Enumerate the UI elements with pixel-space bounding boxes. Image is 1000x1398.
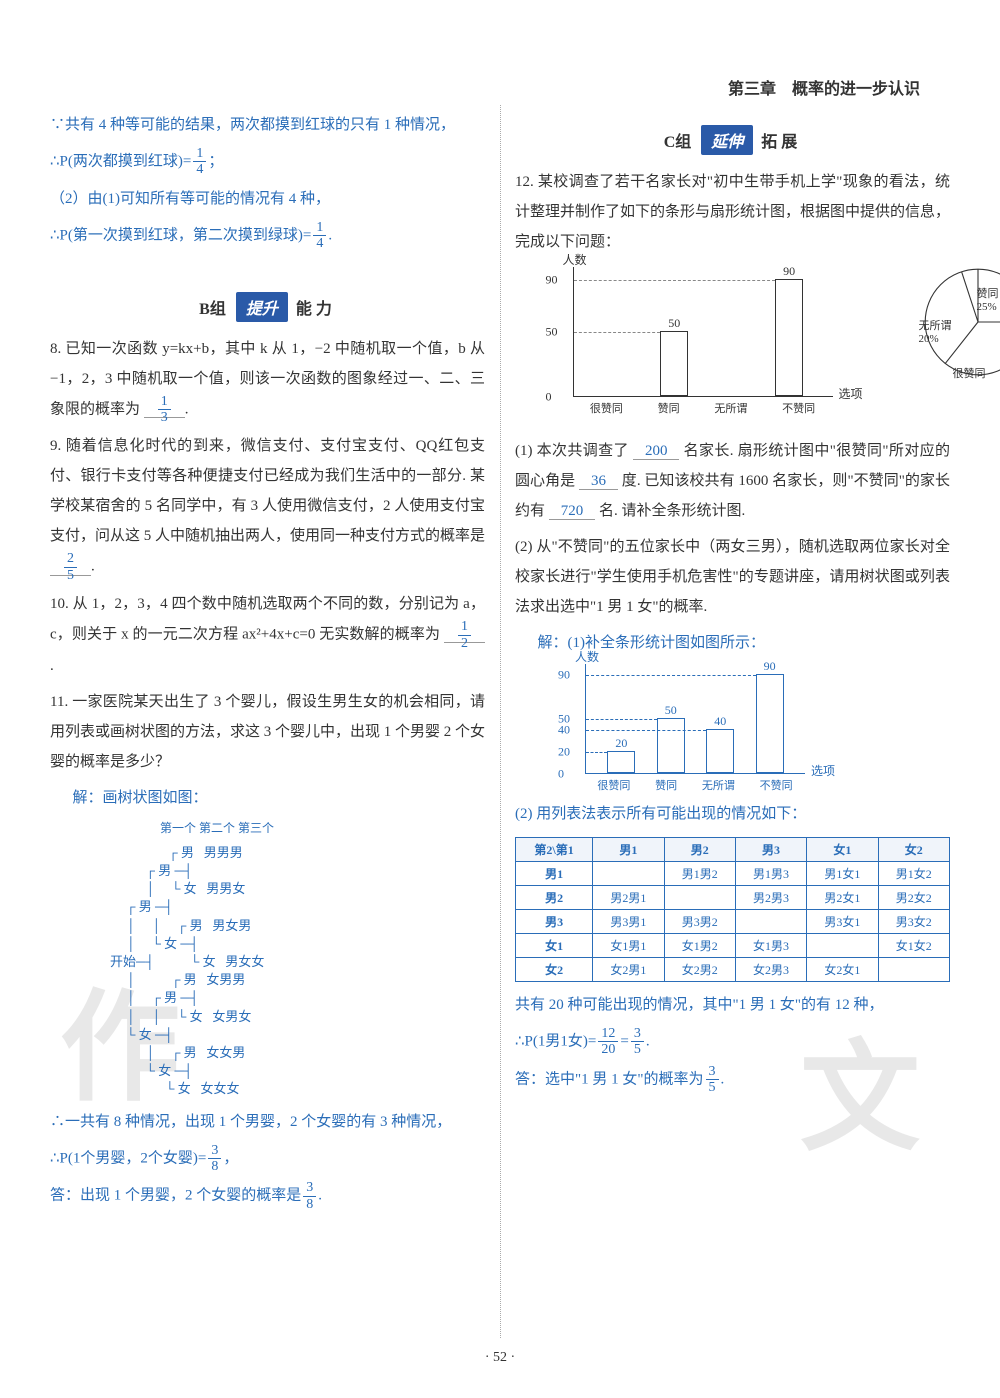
chapter-title: 概率的进一步认识	[792, 81, 920, 98]
combo-table-wrap: 第2\第1男1男2男3女1女2男1男1男2男1男3男1女1男1女2男2男2男1男…	[515, 837, 950, 982]
chapter-num: 第三章	[728, 81, 776, 98]
chart1-ylabel: 人数	[563, 251, 587, 268]
q11-text: 11. 一家医院某天出生了 3 个婴儿，假设生男生女的机会相同，请用列表或画树状…	[50, 687, 485, 777]
q12-conc3: 答：选中"1 男 1 女"的概率为35.	[515, 1064, 950, 1096]
ans-720: 720	[549, 503, 596, 520]
chart1-xlabel: 选项	[838, 385, 862, 402]
section-b-header: B组 提升 能力	[50, 292, 485, 322]
q11-sol-label: 解：画树状图如图：	[50, 783, 485, 813]
intro-line-1: ∵共有 4 种等可能的结果，两次都摸到红球的只有 1 种情况，	[50, 110, 485, 140]
chart1-xlabels: 很赞同赞同无所谓不赞同	[573, 400, 833, 416]
section-c-label: C组	[664, 134, 692, 151]
q12-text: 12. 某校调查了若干名家长对"初中生带手机上学"现象的看法，统计整理并制作了如…	[515, 167, 950, 257]
combo-table: 第2\第1男1男2男3女1女2男1男1男2男1男3男1女1男1女2男2男2男1男…	[515, 837, 950, 982]
column-divider	[500, 105, 501, 1338]
chart2-ylabel: 人数	[575, 648, 599, 665]
q11-conc3: 答：出现 1 个男婴，2 个女婴的概率是38.	[50, 1180, 485, 1212]
tree-diagram: ┌ 男 男男男 ┌ 男 ─┤ │ └ 女 男男女 ┌ 男 ─┤ │ │ ┌ 男 …	[110, 844, 485, 1099]
chart2-bars: 选项 02040509020504090	[585, 664, 805, 774]
ans-200: 200	[633, 443, 680, 460]
q8: 8. 已知一次函数 y=kx+b，其中 k 从 1，−2 中随机取一个值，b 从…	[50, 334, 485, 426]
chart2-xlabels: 很赞同赞同无所谓不赞同	[585, 777, 805, 793]
pie-label-1: 赞同25%	[977, 285, 999, 313]
ans-36: 36	[579, 473, 618, 490]
section-c-suffix: 拓展	[761, 134, 801, 151]
intro-line-3: （2）由(1)可知所有等可能的情况有 4 种，	[50, 184, 485, 214]
q12-chart-1: 人数 选项 050905090 很赞同赞同无所谓不赞同 赞同25% 不赞同 很赞…	[543, 267, 923, 416]
q12-chart-2: 人数 选项 02040509020504090 很赞同赞同无所谓不赞同	[555, 664, 855, 793]
section-b-badge: 提升	[236, 292, 288, 322]
right-column: C组 延伸 拓展 12. 某校调查了若干名家长对"初中生带手机上学"现象的看法，…	[515, 110, 950, 1218]
pie-chart: 赞同25% 不赞同 很赞同 无所谓20%	[923, 267, 1000, 377]
q12-part2: (2) 从"不赞同"的五位家长中（两女三男），随机选取两位家长对全校家长进行"学…	[515, 532, 950, 622]
page-number: · 52 ·	[485, 1350, 515, 1366]
section-b-label: B组	[199, 301, 226, 318]
intro-line-4: ∴P(第一次摸到红球，第二次摸到绿球)=14.	[50, 220, 485, 252]
section-b-suffix: 能力	[296, 301, 336, 318]
q11-conc2: ∴P(1个男婴，2个女婴)=38，	[50, 1143, 485, 1175]
q11-conc1: ∴一共有 8 种情况，出现 1 个男婴，2 个女婴的有 3 种情况，	[50, 1107, 485, 1137]
intro4-prefix: ∴P(第一次摸到红球，第二次摸到绿球)=	[50, 227, 311, 243]
q9: 9. 随着信息化时代的到来，微信支付、支付宝支付、QQ红包支付、银行卡支付等各种…	[50, 431, 485, 583]
q12-conc2: ∴P(1男1女)=1220=35.	[515, 1026, 950, 1058]
pie-label-4: 无所谓20%	[919, 317, 952, 345]
chart1-bars: 选项 050905090	[573, 267, 833, 397]
tree-header: 第一个 第二个 第三个	[160, 819, 485, 836]
pie-label-3: 很赞同	[953, 365, 986, 381]
chapter-header: 第三章 概率的进一步认识	[728, 75, 920, 99]
q10: 10. 从 1，2，3，4 四个数中随机选取两个不同的数，分别记为 a，c，则关…	[50, 589, 485, 681]
q10-text: 10. 从 1，2，3，4 四个数中随机选取两个不同的数，分别记为 a，c，则关…	[50, 596, 485, 642]
intro2-prefix: ∴P(两次都摸到红球)=	[50, 153, 191, 169]
left-column: ∵共有 4 种等可能的结果，两次都摸到红球的只有 1 种情况， ∴P(两次都摸到…	[50, 110, 485, 1218]
q9-text: 9. 随着信息化时代的到来，微信支付、支付宝支付、QQ红包支付、银行卡支付等各种…	[50, 438, 485, 544]
chart2-xlabel: 选项	[811, 762, 835, 779]
q8-text: 8. 已知一次函数 y=kx+b，其中 k 从 1，−2 中随机取一个值，b 从…	[50, 341, 485, 417]
section-c-header: C组 延伸 拓展	[515, 125, 950, 155]
q12-sol2: (2) 用列表法表示所有可能出现的情况如下：	[515, 799, 950, 829]
q12-conc1: 共有 20 种可能出现的情况，其中"1 男 1 女"的有 12 种，	[515, 990, 950, 1020]
intro-line-2: ∴P(两次都摸到红球)=14；	[50, 146, 485, 178]
section-c-badge: 延伸	[701, 125, 753, 155]
q12-part1: (1) 本次共调查了 200 名家长. 扇形统计图中"很赞同"所对应的圆心角是 …	[515, 436, 950, 526]
